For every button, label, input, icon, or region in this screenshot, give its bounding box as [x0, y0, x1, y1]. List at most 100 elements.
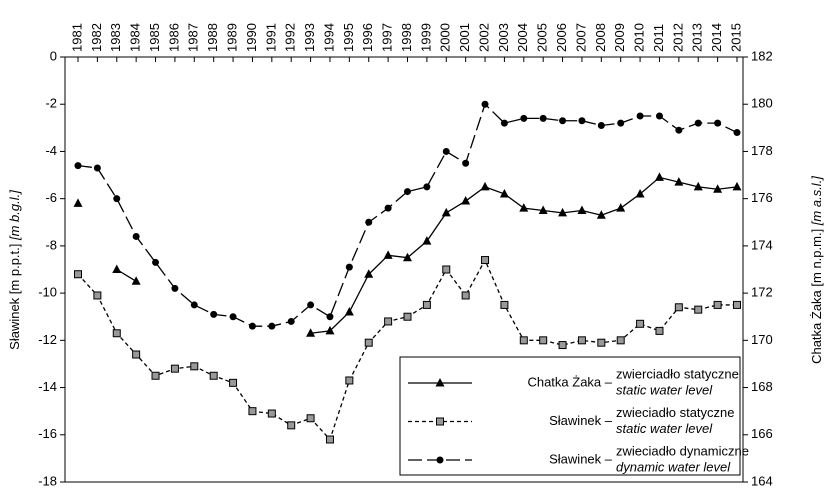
x-tick-label: 2011 — [651, 24, 666, 52]
y2-tick-label: 178 — [751, 143, 773, 158]
legend-label-pl: zwieciadło statyczne — [616, 405, 735, 420]
marker — [325, 435, 334, 444]
marker — [499, 188, 509, 198]
marker — [229, 313, 237, 321]
marker — [383, 250, 393, 259]
marker — [733, 129, 741, 137]
y2-label-pl: Chatka Żaka [m n.p.m.] — [809, 229, 824, 364]
x-tick-label: 1994 — [321, 23, 336, 52]
marker — [384, 204, 392, 212]
y-tick-label: -8 — [45, 237, 57, 252]
marker — [520, 114, 528, 122]
marker — [693, 181, 703, 191]
marker — [713, 184, 723, 193]
marker — [170, 364, 179, 373]
marker — [597, 338, 606, 347]
marker — [364, 338, 373, 347]
x-tick-label: 1985 — [147, 23, 162, 52]
x-tick-label: 1990 — [244, 23, 259, 52]
marker — [480, 181, 490, 191]
marker — [481, 256, 490, 265]
y2-tick-label: 170 — [751, 332, 773, 347]
marker — [616, 336, 625, 345]
x-tick-label: 2006 — [554, 23, 569, 52]
x-tick-label: 1993 — [302, 23, 317, 52]
marker — [436, 456, 444, 464]
y2-tick-label: 164 — [751, 473, 773, 488]
marker — [558, 207, 568, 217]
y-tick-label: -12 — [38, 332, 57, 347]
y-tick-label: 0 — [50, 48, 57, 63]
x-tick-label: 2004 — [515, 23, 530, 52]
marker — [435, 378, 445, 387]
legend-box — [399, 356, 741, 476]
y-tick-label: -2 — [45, 96, 57, 111]
x-tick-label: 1999 — [418, 23, 433, 52]
x-tick-label: 1987 — [186, 23, 201, 52]
marker — [694, 305, 703, 314]
x-tick-label: 2014 — [709, 23, 724, 52]
marker — [73, 198, 83, 207]
legend-label-en: static water level — [616, 421, 713, 436]
marker — [674, 177, 684, 186]
series-line — [116, 176, 738, 334]
legend-label-pl: zwieciadło dynamiczne — [616, 443, 749, 458]
marker — [597, 121, 605, 129]
marker — [442, 265, 451, 274]
x-tick-label: 1988 — [205, 23, 220, 52]
marker — [132, 350, 141, 359]
marker — [654, 172, 664, 181]
marker — [714, 119, 722, 127]
marker — [733, 300, 741, 309]
marker — [732, 181, 742, 191]
marker — [675, 126, 683, 134]
x-tick-label: 1986 — [166, 23, 181, 52]
x-tick-label: 1991 — [263, 23, 278, 52]
marker — [636, 319, 645, 328]
x-tick-label: 1984 — [128, 23, 143, 52]
x-tick-label: 2002 — [476, 23, 491, 52]
marker — [436, 417, 444, 426]
x-tick-label: 1998 — [399, 23, 414, 52]
marker — [132, 232, 140, 240]
y-tick-label: -14 — [38, 379, 57, 394]
marker — [519, 203, 529, 212]
x-tick-label: 2001 — [457, 23, 472, 52]
marker — [112, 264, 122, 273]
marker — [384, 317, 393, 326]
y2-tick-label: 176 — [751, 190, 773, 205]
marker — [558, 341, 567, 350]
marker — [539, 336, 548, 345]
legend-name: Chatka Żaka – — [527, 374, 612, 389]
marker — [617, 119, 625, 127]
y2-label-en: [m a.s.l.] — [809, 176, 824, 227]
x-tick-label: 1995 — [341, 23, 356, 52]
x-tick-label: 1992 — [283, 23, 298, 52]
marker — [403, 312, 412, 321]
y-label-pl: Sławinek [m p.p.t.] — [7, 244, 22, 350]
y-label-en: [m b.g.l.] — [7, 190, 22, 241]
marker — [423, 183, 431, 191]
marker — [578, 117, 586, 125]
marker — [306, 328, 316, 337]
marker — [306, 414, 315, 423]
x-tick-label: 1981 — [69, 23, 84, 52]
marker — [229, 378, 238, 387]
marker — [267, 409, 276, 418]
y-tick-label: -4 — [45, 143, 57, 158]
marker — [248, 322, 256, 330]
marker — [112, 329, 121, 338]
marker — [500, 300, 509, 309]
marker — [210, 310, 218, 318]
marker — [190, 362, 199, 371]
y-tick-label: -18 — [38, 473, 57, 488]
legend-label-pl: zwierciadło statyczne — [616, 366, 739, 381]
y-tick-label: -6 — [45, 190, 57, 205]
x-tick-label: 2013 — [690, 23, 705, 52]
marker — [74, 270, 82, 279]
y2-tick-label: 174 — [751, 237, 773, 252]
y2-tick-label: 182 — [751, 48, 773, 63]
marker — [307, 301, 315, 309]
x-tick-label: 1983 — [108, 23, 123, 52]
